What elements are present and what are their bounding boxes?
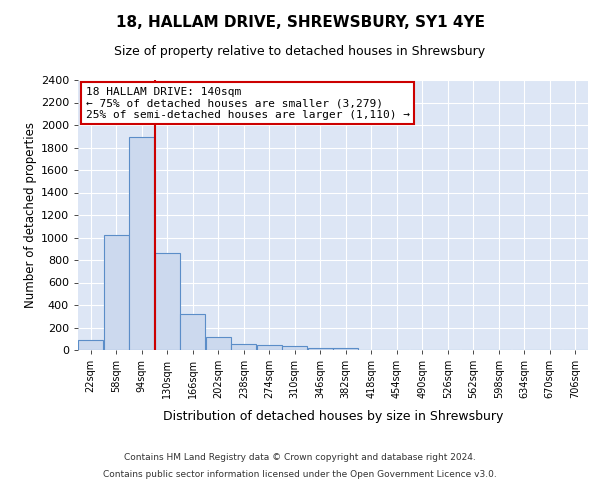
Bar [180, 314, 205, 350]
Bar [155, 254, 180, 350]
Text: Contains public sector information licensed under the Open Government Licence v3: Contains public sector information licen… [103, 470, 497, 479]
Bar [308, 348, 333, 350]
Bar [257, 345, 282, 350]
Text: Size of property relative to detached houses in Shrewsbury: Size of property relative to detached ho… [115, 45, 485, 58]
Bar [231, 344, 256, 350]
Bar [206, 337, 231, 350]
X-axis label: Distribution of detached houses by size in Shrewsbury: Distribution of detached houses by size … [163, 410, 503, 422]
Bar [282, 346, 307, 350]
Bar [104, 234, 129, 350]
Bar [333, 348, 358, 350]
Text: 18, HALLAM DRIVE, SHREWSBURY, SY1 4YE: 18, HALLAM DRIVE, SHREWSBURY, SY1 4YE [115, 15, 485, 30]
Text: 18 HALLAM DRIVE: 140sqm
← 75% of detached houses are smaller (3,279)
25% of semi: 18 HALLAM DRIVE: 140sqm ← 75% of detache… [86, 87, 410, 120]
Bar [78, 340, 103, 350]
Y-axis label: Number of detached properties: Number of detached properties [23, 122, 37, 308]
Bar [129, 138, 154, 350]
Text: Contains HM Land Registry data © Crown copyright and database right 2024.: Contains HM Land Registry data © Crown c… [124, 452, 476, 462]
